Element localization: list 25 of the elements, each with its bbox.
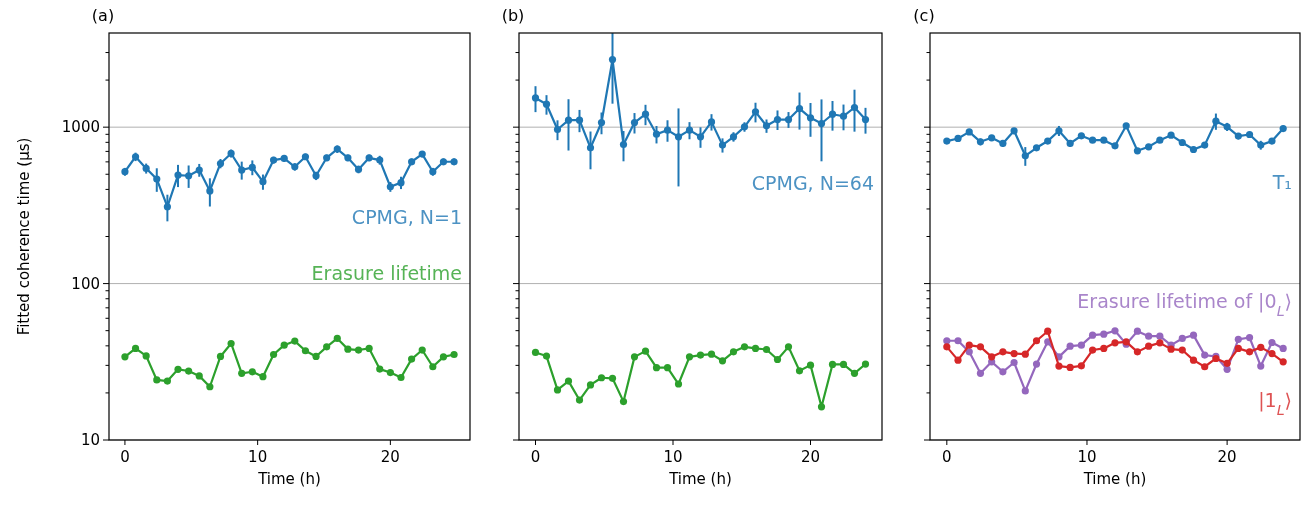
chart-title: (c) <box>913 6 935 25</box>
series-label: CPMG, N=64 <box>751 171 874 194</box>
x-tick-label: 20 <box>800 448 821 466</box>
text: Erasure lifetime <box>311 261 462 284</box>
series-label: CPMG, N=1 <box>351 205 462 228</box>
series-label: Erasure lifetime of |0$_{L}$⟩ <box>1077 290 1292 320</box>
x-axis-title: Time (h) <box>668 470 732 488</box>
x-tick-label: 20 <box>1217 448 1237 466</box>
chart-title: (b) <box>501 6 525 25</box>
x-tick-label: 20 <box>380 448 400 466</box>
x-tick-label: 0 <box>530 448 541 466</box>
chart-title: (a) <box>91 6 115 25</box>
x-tick-label: 10 <box>1077 448 1097 466</box>
x-tick-label: 10 <box>248 448 268 466</box>
y-tick-label: 100 <box>71 274 100 293</box>
x-tick-label: 10 <box>663 448 683 466</box>
x-tick-label: 0 <box>942 448 952 466</box>
x-axis-title: Time (h) <box>257 470 321 488</box>
series-label: T₁ <box>1271 170 1292 193</box>
y-tick-label: 1000 <box>61 118 100 137</box>
y-axis-title: Fitted coherence time (µs) <box>15 137 33 336</box>
x-tick-label: 0 <box>120 448 130 466</box>
y-tick-label: 10 <box>80 431 100 449</box>
series-label: |1$_{L}$⟩ <box>1258 388 1292 418</box>
x-axis-title: Time (h) <box>1082 470 1147 488</box>
